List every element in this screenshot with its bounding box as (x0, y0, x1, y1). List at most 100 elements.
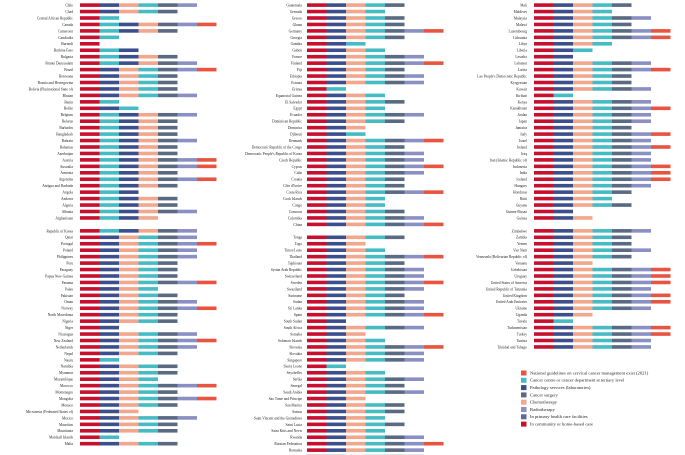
bar-segment-surgery (158, 390, 178, 394)
bar-segment-surgery (158, 164, 178, 169)
bar-segment-pathology (99, 235, 119, 240)
country-row: New Zealand (54, 338, 217, 343)
panel-3: Mali Maldives Malaysia Malawi Luxembourg Lith… (476, 3, 671, 349)
bar-segment-chemotherapy (346, 164, 366, 169)
bar-segment-community (534, 319, 554, 323)
bar-segment-community (307, 119, 327, 123)
bar-segment-surgery (158, 158, 178, 162)
bar-segment-community (534, 216, 554, 220)
bar-segment-surgery (158, 280, 178, 285)
bar-segment-chemotherapy (346, 261, 366, 265)
country-row: Democratic Republic of the Congo (252, 145, 405, 149)
bar-segment-pathology (326, 377, 346, 381)
bar-segment-community (534, 54, 554, 59)
bar-segment-pathology (326, 416, 346, 420)
bar-segment-cancer-centre (365, 9, 385, 14)
bar-segment-cancer-centre (592, 190, 612, 194)
bar-segment-community (307, 158, 327, 162)
bar-segment-cancer-centre (592, 100, 612, 104)
bar-segment-chemotherapy (573, 138, 593, 143)
bar-segment-community (307, 106, 327, 111)
country-row: Panama (62, 280, 217, 285)
bar-segment-cancer-centre (365, 216, 385, 220)
bar-segment-surgery (385, 190, 405, 194)
country-label: Armenia (60, 171, 73, 175)
bar-segment-surgery (158, 422, 178, 427)
country-row: Zambia (516, 235, 632, 240)
country-row: Papua New Guinea (45, 274, 178, 278)
bar-segment-community (307, 325, 327, 330)
bar-segment-chemotherapy (119, 87, 139, 91)
bar-segment-chemotherapy (119, 351, 139, 356)
bar-segment-community (534, 48, 554, 53)
legend-swatch (521, 407, 527, 412)
bar-segment-surgery (612, 280, 632, 285)
bar-segment-cancer-centre (138, 93, 158, 98)
bar-segment-radiotherapy (631, 112, 651, 117)
country-label: Iraq (521, 152, 527, 156)
country-row: Malta (65, 441, 178, 446)
bar-segment-surgery (385, 235, 405, 240)
bar-segment-pathology (326, 203, 346, 207)
bar-segment-guidelines (651, 171, 671, 175)
bar-segment-cancer-centre (138, 345, 158, 349)
bar-segment-guidelines (424, 441, 444, 446)
bar-segment-radiotherapy (404, 61, 424, 65)
country-label: Philippines (57, 255, 74, 259)
country-label: Hungary (514, 184, 527, 188)
country-row: Cameroon (58, 29, 178, 33)
bar-segment-surgery (612, 106, 632, 111)
bar-segment-pathology (553, 164, 573, 169)
country-row: Niger (65, 325, 119, 330)
country-label: Ghana (293, 23, 303, 27)
country-row: Eritrea (292, 87, 346, 91)
bar-segment-community (80, 145, 100, 149)
bar-segment-surgery (158, 183, 178, 188)
country-row: Bangladesh (56, 132, 178, 137)
country-row: Dominican Republic (272, 119, 405, 124)
bar-segment-community (307, 222, 327, 227)
bar-segment-cancer-centre (365, 435, 385, 440)
country-label: Rwanda (290, 436, 302, 440)
bar-segment-surgery (158, 396, 178, 401)
country-row: Finland (291, 61, 444, 66)
country-row: Vanuatu (515, 261, 593, 266)
bar-segment-chemotherapy (573, 312, 593, 317)
bar-segment-radiotherapy (631, 145, 651, 149)
bar-segment-pathology (326, 54, 346, 59)
bar-segment-surgery (158, 441, 178, 446)
country-row: Samoa (292, 409, 405, 414)
bar-segment-community (80, 358, 100, 362)
country-row: Israel (519, 138, 651, 143)
chart-legend: National guidelines on cervical cancer m… (521, 370, 649, 427)
bar-segment-cancer-centre (592, 203, 612, 207)
bar-segment-cancer-centre (138, 87, 158, 91)
country-label: Serbia (293, 378, 303, 382)
bar-segment-chemotherapy (119, 261, 139, 265)
country-row: Denmark (289, 138, 444, 143)
bar-segment-radiotherapy (631, 325, 651, 330)
bar-segment-chemotherapy (346, 241, 366, 246)
bar-segment-cancer-centre (365, 138, 385, 143)
country-row: Switzerland (285, 274, 424, 278)
country-label: Turkey (517, 332, 527, 336)
bar-segment-pathology (99, 351, 119, 356)
bar-segment-cancer-centre (138, 377, 158, 381)
bar-segment-community (307, 370, 327, 375)
country-row: Ethiopia (290, 74, 424, 78)
bar-segment-chemotherapy (573, 22, 593, 27)
bar-segment-pathology (326, 435, 346, 440)
bar-segment-chemotherapy (138, 22, 158, 27)
country-label: Sao Tome and Principe (269, 397, 303, 401)
country-label: Niger (65, 326, 74, 330)
bar-segment-surgery (385, 267, 405, 272)
bar-segment-cancer-centre (592, 106, 612, 111)
country-label: Czech Republic (279, 158, 302, 162)
bar-segment-surgery (158, 177, 178, 182)
bar-segment-cancer-centre (592, 158, 612, 162)
bar-segment-community (534, 261, 554, 265)
country-label: Canada (62, 23, 73, 27)
bar-segment-surgery (385, 61, 405, 65)
bar-segment-surgery (385, 67, 405, 72)
bar-segment-pathology (326, 345, 346, 349)
